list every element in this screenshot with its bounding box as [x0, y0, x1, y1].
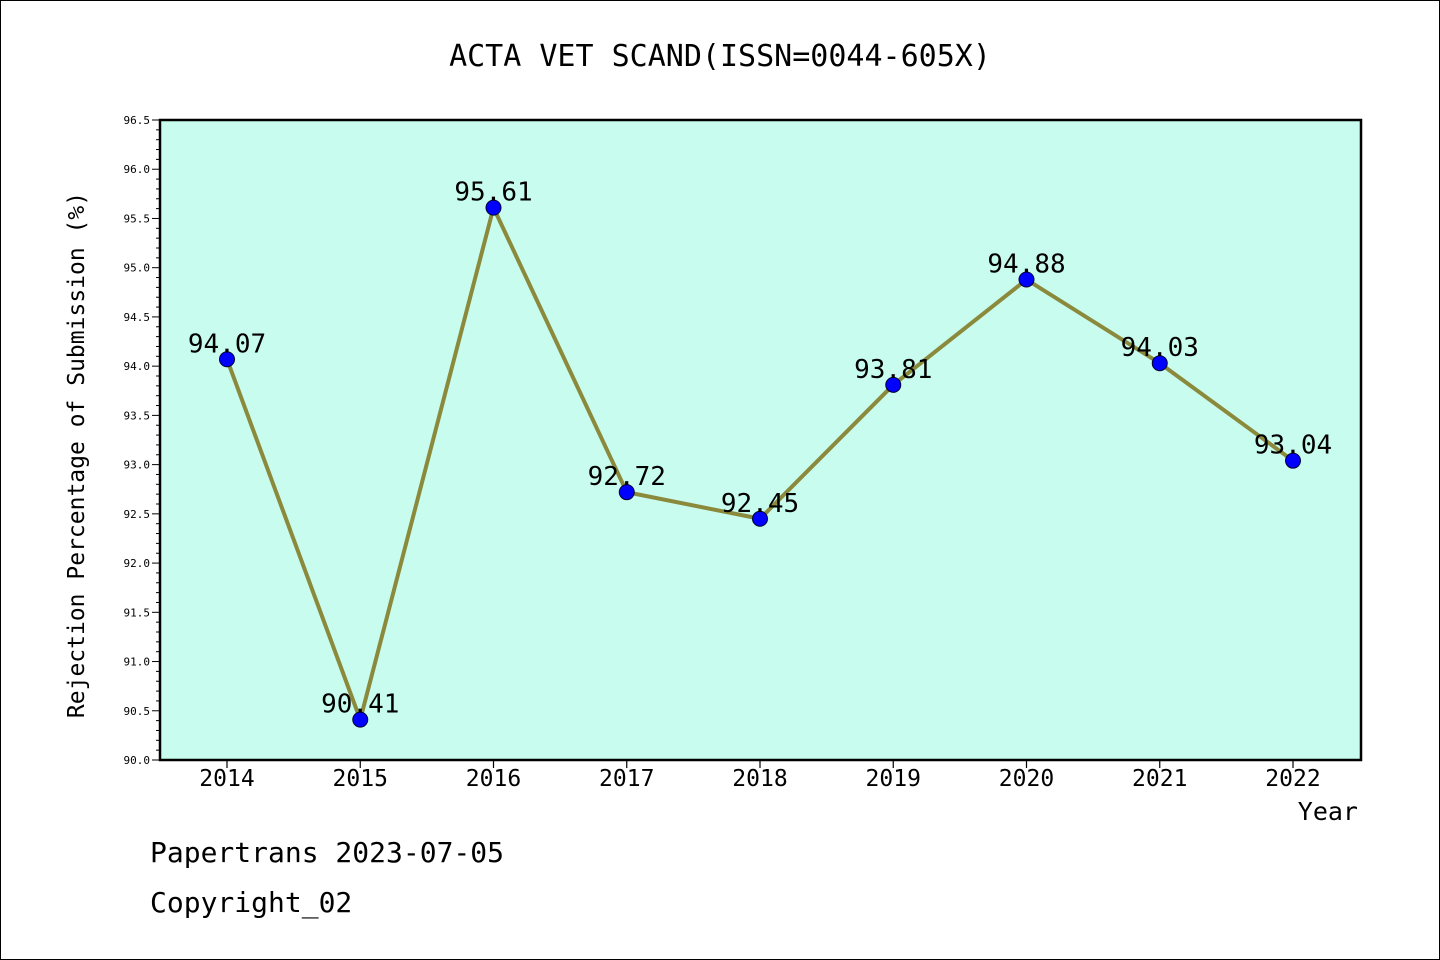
data-markers [219, 199, 1301, 728]
y-tick-label: 90.0 [124, 754, 151, 767]
y-tick-label: 93.0 [124, 459, 151, 472]
y-tick-label: 95.5 [124, 212, 151, 225]
x-tick-label: 2018 [732, 766, 787, 792]
data-point [1151, 355, 1168, 372]
data-point [618, 484, 635, 501]
y-axis-label: Rejection Percentage of Submission (%) [64, 192, 90, 718]
y-tick-label: 95.0 [124, 262, 151, 275]
data-point [1285, 452, 1301, 469]
data-label: 94.88 [987, 250, 1065, 280]
x-tick-label: 2021 [1132, 766, 1187, 792]
x-axis-label: Year [1298, 797, 1358, 826]
y-tick-label: 91.0 [124, 656, 151, 669]
x-tick-label: 2015 [333, 766, 388, 792]
data-label: 94.03 [1121, 333, 1199, 363]
y-tick-label: 92.5 [124, 508, 151, 521]
x-tick-label: 2022 [1265, 766, 1320, 792]
data-label: 93.04 [1254, 431, 1332, 461]
plot-area [158, 118, 1363, 762]
y-tick-label: 96.0 [124, 163, 151, 176]
y-tick-label: 94.0 [124, 360, 151, 373]
data-point [1018, 271, 1035, 288]
y-tick-label: 94.5 [124, 311, 151, 324]
x-tick-label: 2016 [466, 766, 521, 792]
y-tick-label: 91.5 [124, 606, 151, 619]
x-tick-label: 2017 [599, 766, 654, 792]
x-axis-ticks: 2014 2015 2016 2017 2018 2019 2020 2021 2022 [199, 760, 1321, 792]
x-tick-label: 2020 [999, 766, 1054, 792]
y-tick-label: 96.5 [124, 114, 151, 127]
data-point [485, 199, 502, 216]
data-label: 92.72 [588, 462, 666, 492]
y-axis-ticks: 90.0 90.5 91.0 91.5 92.0 92.5 93.0 93.5 94.0 94.5… [124, 114, 160, 767]
chart-title: ACTA VET SCAND(ISSN=0044-605X) [449, 39, 991, 74]
data-point [752, 510, 768, 527]
data-labels: 94.07 90.41 95.61 92.72 92.45 93.81 94.88 94.03… [188, 178, 1332, 720]
footer-source: Papertrans 2023-07-05 [150, 836, 505, 869]
footer-copyright: Copyright_02 [150, 886, 353, 919]
data-label: 95.61 [454, 178, 532, 208]
data-point [219, 351, 235, 368]
y-tick-label: 92.0 [124, 557, 151, 570]
data-label: 92.45 [721, 489, 799, 519]
y-tick-label: 93.5 [124, 409, 151, 422]
y-tick-label: 90.5 [124, 705, 151, 718]
x-tick-label: 2019 [866, 766, 921, 792]
data-label: 90.41 [321, 690, 399, 720]
data-label: 94.07 [188, 329, 266, 359]
data-point [352, 711, 369, 728]
data-label: 93.81 [854, 355, 932, 385]
x-tick-label: 2014 [199, 766, 254, 792]
data-point [885, 376, 902, 393]
